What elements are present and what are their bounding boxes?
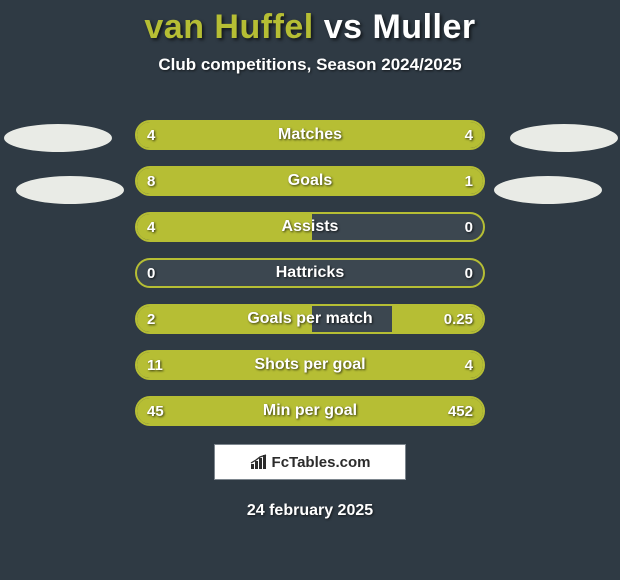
stat-row: Matches44 — [135, 120, 485, 150]
player2-name: Muller — [372, 8, 475, 46]
stat-fill-right — [308, 352, 483, 378]
page-title: van Huffel vs Muller — [0, 0, 620, 47]
stat-fill-left — [137, 122, 312, 148]
vs-text: vs — [324, 8, 363, 46]
stat-row: Min per goal45452 — [135, 396, 485, 426]
stat-track — [135, 258, 485, 288]
stat-row: Shots per goal114 — [135, 350, 485, 380]
stat-fill-left — [137, 352, 312, 378]
stat-fill-left — [137, 214, 312, 240]
stat-row: Goals per match20.25 — [135, 304, 485, 334]
subtitle: Club competitions, Season 2024/2025 — [0, 55, 620, 75]
player1-name: van Huffel — [144, 8, 313, 46]
content-layer: van Huffel vs Muller Club competitions, … — [0, 0, 620, 580]
stat-row: Hattricks00 — [135, 258, 485, 288]
date-label: 24 february 2025 — [0, 502, 620, 520]
stat-fill-right — [406, 168, 483, 194]
stat-fill-right — [392, 306, 483, 332]
stat-row: Goals81 — [135, 166, 485, 196]
brand-badge: FcTables.com — [214, 444, 406, 480]
brand-text: FcTables.com — [272, 454, 371, 471]
stat-fill-right — [308, 398, 483, 424]
stat-fill-left — [137, 398, 312, 424]
stats-container: Matches44 Goals81 Assists40 Hattricks00 Goal… — [0, 120, 620, 442]
stat-row: Assists40 — [135, 212, 485, 242]
stat-fill-left — [137, 306, 312, 332]
stat-fill-right — [308, 122, 483, 148]
stat-fill-left — [137, 168, 410, 194]
brand-chart-icon — [250, 454, 268, 470]
